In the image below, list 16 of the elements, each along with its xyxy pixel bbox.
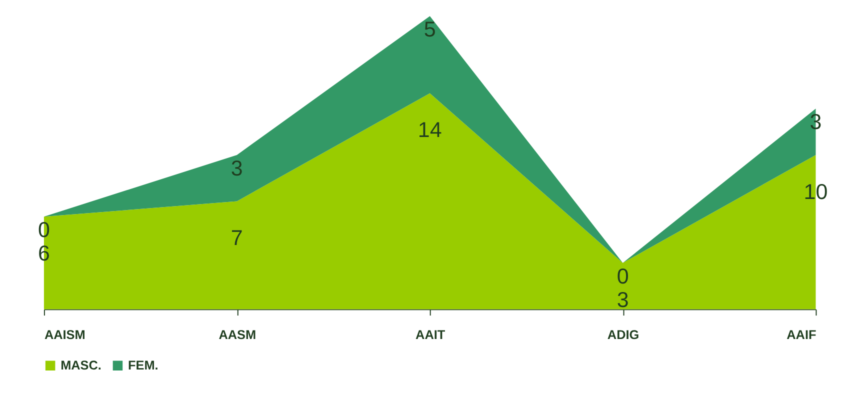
legend-label: FEM.: [128, 358, 158, 373]
data-label: 3: [616, 288, 629, 312]
x-tick-label: AAIT: [416, 328, 446, 342]
x-tick-label: AAISM: [44, 328, 86, 342]
data-label: 3: [230, 156, 243, 180]
data-label: 0: [38, 218, 50, 242]
data-label: 3: [810, 110, 822, 134]
data-label: 14: [418, 118, 442, 142]
legend-label: MASC.: [60, 358, 102, 373]
x-tick-label: AASM: [218, 328, 256, 342]
data-label: 5: [424, 18, 436, 42]
x-tick-label: ADIG: [607, 328, 640, 342]
x-tick-label: AAIF: [786, 328, 816, 342]
data-label: 7: [230, 226, 243, 250]
data-label: 0: [616, 264, 629, 288]
data-label: 6: [38, 242, 50, 266]
